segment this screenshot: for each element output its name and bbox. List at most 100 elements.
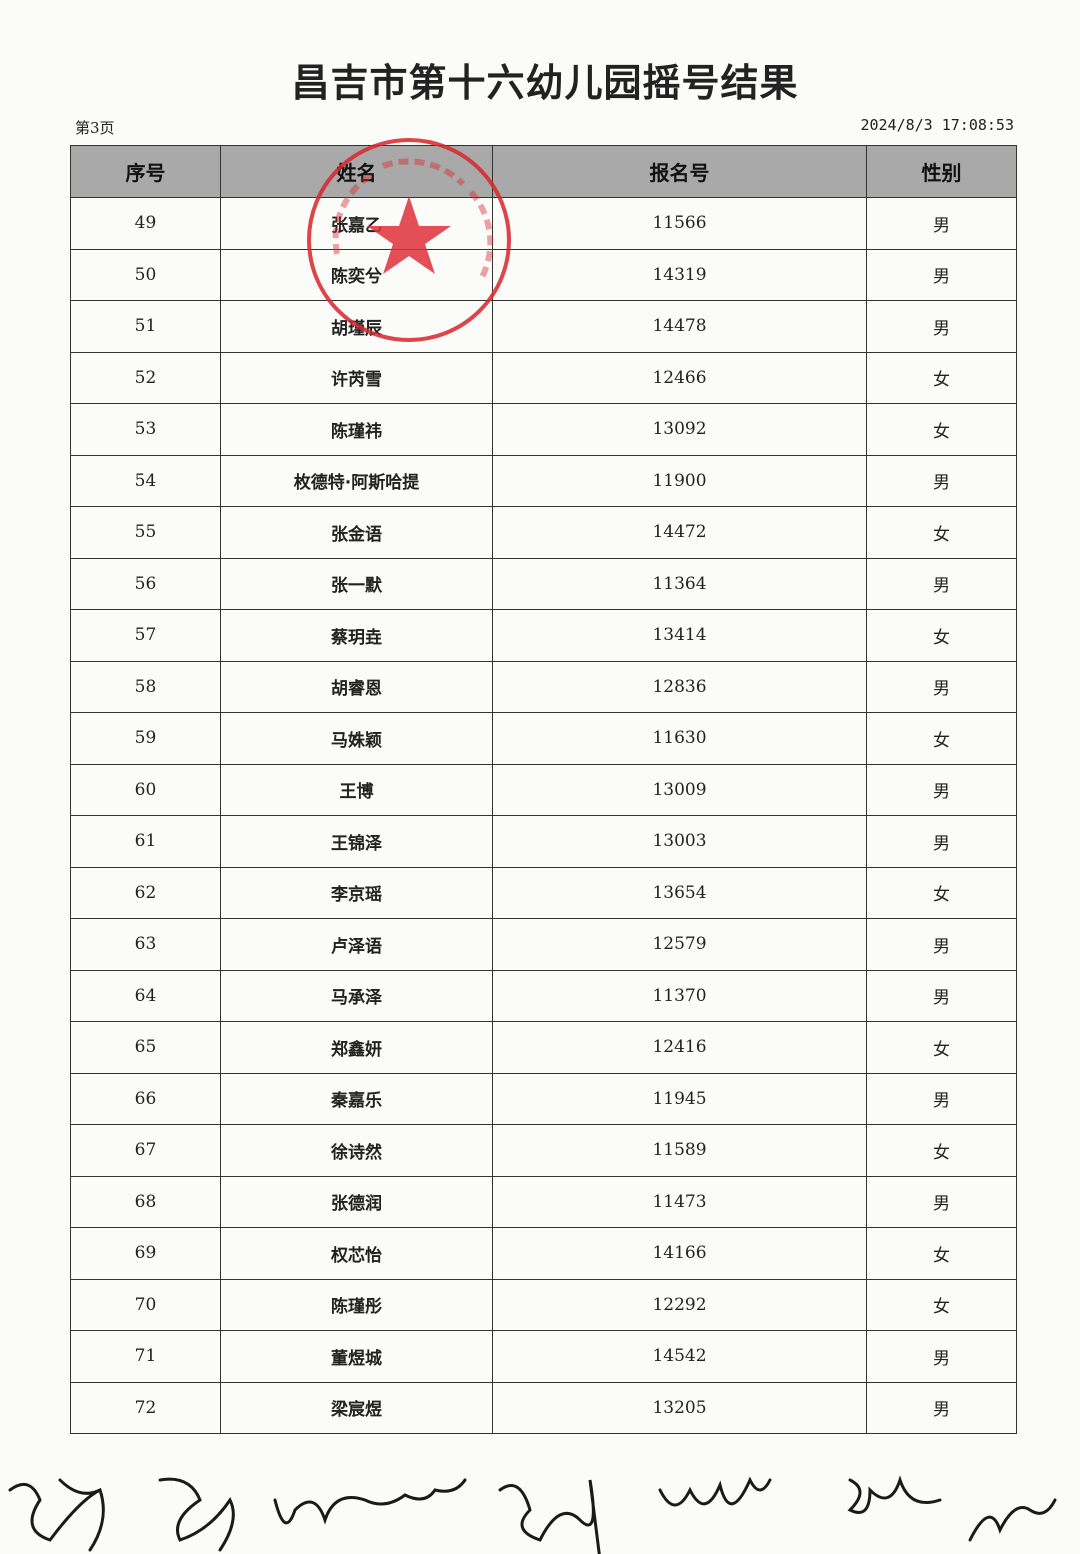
cell-regno: 13205 (492, 1381, 867, 1434)
cell-name: 张嘉乙 (220, 197, 493, 250)
cell-index: 71 (70, 1330, 221, 1383)
table-row: 62 李京瑶 13654 女 (70, 866, 1017, 919)
cell-regno: 13003 (492, 815, 867, 868)
table-row: 55 张金语 14472 女 (70, 506, 1017, 559)
cell-gender: 男 (866, 969, 1017, 1022)
cell-gender: 女 (866, 351, 1017, 404)
cell-name: 秦嘉乐 (220, 1072, 493, 1125)
cell-gender: 男 (866, 763, 1017, 816)
cell-gender: 女 (866, 1021, 1017, 1074)
cell-index: 54 (70, 454, 221, 507)
signature-1 (8, 1478, 105, 1552)
cell-regno: 11370 (492, 969, 867, 1022)
cell-index: 60 (70, 763, 221, 816)
signature-3 (273, 1478, 467, 1525)
table-row: 68 张德润 11473 男 (70, 1175, 1017, 1228)
table-header-row: 序号 姓名 报名号 性别 (70, 145, 1017, 198)
cell-name: 梁宸煜 (220, 1381, 493, 1434)
cell-name: 徐诗然 (220, 1124, 493, 1177)
cell-name: 陈瑾彤 (220, 1278, 493, 1331)
cell-index: 49 (70, 197, 221, 250)
lottery-results-table: 序号 姓名 报名号 性别 49 张嘉乙 11566 男 50 陈奕兮 14319 男 51 胡瑾辰… (70, 145, 1017, 1434)
cell-regno: 13092 (492, 403, 867, 456)
table-row: 67 徐诗然 11589 女 (70, 1124, 1017, 1177)
cell-name: 胡瑾辰 (220, 300, 493, 353)
header-registration-no: 报名号 (492, 145, 867, 198)
cell-regno: 11473 (492, 1175, 867, 1228)
cell-name: 卢泽语 (220, 918, 493, 971)
signature-5 (658, 1476, 772, 1507)
cell-index: 67 (70, 1124, 221, 1177)
signature-7 (968, 1498, 1057, 1542)
table-row: 50 陈奕兮 14319 男 (70, 248, 1017, 301)
cell-name: 王博 (220, 763, 493, 816)
cell-regno: 11630 (492, 712, 867, 765)
cell-gender: 女 (866, 403, 1017, 456)
cell-regno: 12416 (492, 1021, 867, 1074)
header-name: 姓名 (220, 145, 493, 198)
cell-gender: 女 (866, 866, 1017, 919)
signatures (8, 1475, 1057, 1554)
cell-index: 69 (70, 1227, 221, 1280)
cell-index: 52 (70, 351, 221, 404)
cell-regno: 14319 (492, 248, 867, 301)
cell-gender: 男 (866, 1381, 1017, 1434)
timestamp: 2024/8/3 17:08:53 (860, 116, 1014, 134)
cell-name: 张金语 (220, 506, 493, 559)
cell-name: 枚德特·阿斯哈提 (220, 454, 493, 507)
cell-index: 72 (70, 1381, 221, 1434)
cell-index: 65 (70, 1021, 221, 1074)
table-row: 57 蔡玥垚 13414 女 (70, 609, 1017, 662)
cell-regno: 12292 (492, 1278, 867, 1331)
table-row: 53 陈瑾祎 13092 女 (70, 403, 1017, 456)
cell-name: 马承泽 (220, 969, 493, 1022)
cell-index: 62 (70, 866, 221, 919)
table-row: 56 张一默 11364 男 (70, 557, 1017, 610)
table-row: 61 王锦泽 13003 男 (70, 815, 1017, 868)
cell-index: 59 (70, 712, 221, 765)
cell-index: 66 (70, 1072, 221, 1125)
table-row: 64 马承泽 11370 男 (70, 969, 1017, 1022)
document-title: 昌吉市第十六幼儿园摇号结果 (291, 61, 799, 105)
cell-regno: 11589 (492, 1124, 867, 1177)
cell-index: 55 (70, 506, 221, 559)
cell-index: 50 (70, 248, 221, 301)
cell-index: 63 (70, 918, 221, 971)
cell-regno: 11945 (492, 1072, 867, 1125)
cell-gender: 男 (866, 660, 1017, 713)
cell-index: 53 (70, 403, 221, 456)
cell-name: 张一默 (220, 557, 493, 610)
cell-name: 马姝颖 (220, 712, 493, 765)
cell-regno: 13009 (492, 763, 867, 816)
cell-gender: 女 (866, 712, 1017, 765)
cell-regno: 13654 (492, 866, 867, 919)
cell-index: 68 (70, 1175, 221, 1228)
cell-regno: 11900 (492, 454, 867, 507)
table-row: 70 陈瑾彤 12292 女 (70, 1278, 1017, 1331)
cell-regno: 13414 (492, 609, 867, 662)
cell-name: 李京瑶 (220, 866, 493, 919)
cell-gender: 女 (866, 506, 1017, 559)
cell-regno: 12466 (492, 351, 867, 404)
table-row: 59 马姝颖 11630 女 (70, 712, 1017, 765)
table-row: 69 权芯怡 14166 女 (70, 1227, 1017, 1280)
cell-index: 58 (70, 660, 221, 713)
table-row: 72 梁宸煜 13205 男 (70, 1381, 1017, 1434)
signature-4 (498, 1479, 601, 1554)
cell-gender: 男 (866, 1072, 1017, 1125)
cell-name: 陈瑾祎 (220, 403, 493, 456)
cell-gender: 女 (866, 609, 1017, 662)
table-row: 58 胡睿恩 12836 男 (70, 660, 1017, 713)
table-row: 51 胡瑾辰 14478 男 (70, 300, 1017, 353)
cell-name: 董煜城 (220, 1330, 493, 1383)
page-number: 第3页 (75, 119, 115, 137)
cell-gender: 男 (866, 815, 1017, 868)
cell-name: 陈奕兮 (220, 248, 493, 301)
cell-gender: 女 (866, 1278, 1017, 1331)
cell-gender: 男 (866, 1175, 1017, 1228)
cell-gender: 男 (866, 248, 1017, 301)
cell-name: 许芮雪 (220, 351, 493, 404)
table-row: 49 张嘉乙 11566 男 (70, 197, 1017, 250)
signature-6 (847, 1475, 942, 1514)
cell-gender: 女 (866, 1227, 1017, 1280)
